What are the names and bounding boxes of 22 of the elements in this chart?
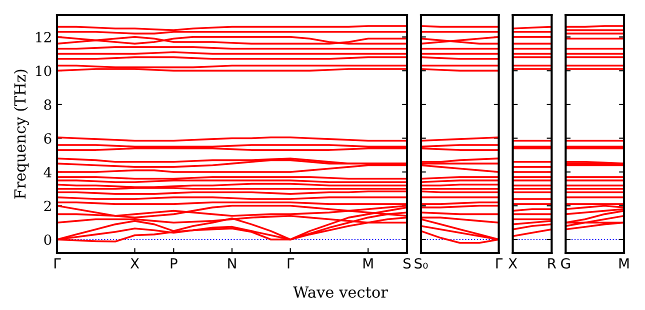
x-tick-label: X (508, 258, 518, 268)
y-tick-label: 4 (44, 166, 52, 178)
x-tick-label: X (130, 258, 140, 268)
x-tick-label: M (363, 258, 373, 268)
x-tick-label: N (228, 258, 236, 268)
x-tick-label: P (170, 258, 178, 268)
y-tick-label: 12 (36, 32, 51, 42)
x-tick-label: Γ (54, 258, 61, 268)
x-tick-label: Γ (288, 258, 294, 268)
x-tick-label: M (619, 258, 629, 268)
y-tick-label: 6 (44, 133, 52, 144)
y-tick-label: 0 (44, 234, 52, 245)
x-tick-label: S₀ (414, 258, 428, 269)
x-tick-label: Γ (496, 258, 503, 268)
x-tick-label: R (548, 258, 556, 268)
y-tick-label: 10 (36, 66, 52, 76)
x-tick-label: G (561, 258, 570, 269)
x-tick-label: S (404, 258, 411, 269)
y-axis-title: Frequency (THz) (14, 70, 29, 199)
x-axis-title: Wave vector (293, 286, 388, 298)
y-tick-label: 8 (44, 99, 52, 110)
y-tick-label: 2 (44, 200, 51, 212)
